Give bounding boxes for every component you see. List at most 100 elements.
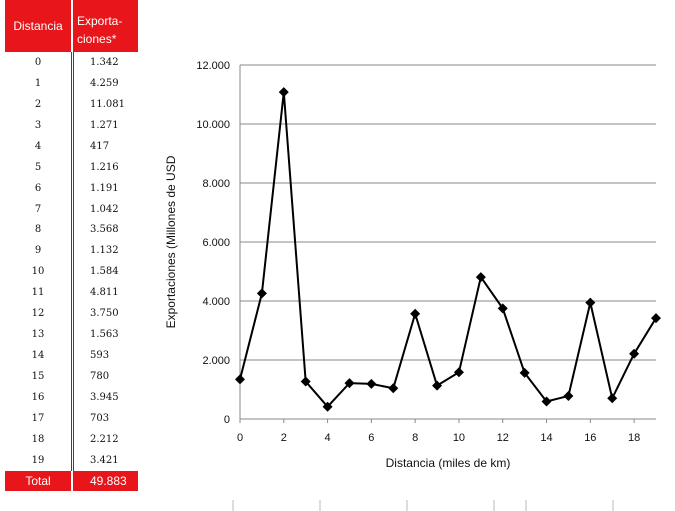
y-tick-label: 2.000 <box>202 355 230 367</box>
data-point <box>278 87 289 98</box>
data-point <box>497 303 508 314</box>
distance-cell: 5 <box>34 161 42 173</box>
series-markers <box>235 87 661 412</box>
exports-cell: 1.584 <box>90 266 119 278</box>
header-exportaciones: Exporta- ciones* <box>71 0 138 52</box>
table-row: 15 780 <box>5 366 138 387</box>
distance-cell: 14 <box>31 350 45 362</box>
grid-lines <box>240 64 656 361</box>
data-point <box>344 378 355 389</box>
x-tick-label: 10 <box>453 432 465 444</box>
y-tick-label: 4.000 <box>202 296 230 308</box>
table-row: 19 3.421 <box>5 450 138 471</box>
exports-cell: 4.811 <box>90 287 119 299</box>
exports-cell: 3.568 <box>90 224 119 236</box>
exports-cell: 3.945 <box>90 391 119 403</box>
data-point <box>651 313 661 324</box>
data-point <box>541 396 552 407</box>
distance-cell: 19 <box>31 454 45 466</box>
table-header: Distancia Exporta- ciones* <box>5 0 138 52</box>
distance-cell: 3 <box>34 119 42 131</box>
table-row: 9 1.132 <box>5 240 138 261</box>
x-tick-label: 2 <box>281 432 287 444</box>
exports-cell: 2.212 <box>90 433 119 445</box>
header-distancia: Distancia <box>5 0 71 52</box>
table-row: 13 1.563 <box>5 324 138 345</box>
distance-cell: 11 <box>31 287 45 299</box>
exports-cell: 11.081 <box>90 98 125 110</box>
table-row: 17 703 <box>5 408 138 429</box>
table-row: 5 1.216 <box>5 157 138 178</box>
exports-cell: 1.132 <box>90 245 119 257</box>
axes <box>239 65 656 423</box>
exports-cell: 1.342 <box>90 56 119 68</box>
distance-cell: 10 <box>31 266 45 278</box>
x-tick-label: 6 <box>368 432 374 444</box>
distance-cell: 2 <box>34 98 42 110</box>
data-point <box>300 376 311 387</box>
data-point <box>519 367 530 378</box>
distance-cell: 13 <box>31 329 45 341</box>
y-tick-label: 0 <box>224 414 230 426</box>
table-row: 16 3.945 <box>5 387 138 408</box>
table-row: 6 1.191 <box>5 178 138 199</box>
exports-table: Distancia Exporta- ciones* 0 1.342 1 4.259 2… <box>5 0 138 491</box>
x-tick-label: 18 <box>628 432 640 444</box>
data-point <box>453 367 464 378</box>
total-value: 49.883 <box>71 470 138 491</box>
exports-cell: 417 <box>90 140 110 152</box>
exports-cell: 1.563 <box>90 329 119 341</box>
exports-cell: 1.216 <box>90 161 119 173</box>
distance-cell: 15 <box>31 371 45 383</box>
data-point <box>629 348 640 359</box>
distance-cell: 0 <box>34 56 42 68</box>
distance-cell: 7 <box>34 203 42 215</box>
distance-cell: 17 <box>31 412 45 424</box>
data-point <box>563 390 574 401</box>
exports-cell: 1.042 <box>90 203 119 215</box>
table-row: 0 1.342 <box>5 52 138 73</box>
series-line <box>239 92 657 409</box>
footer-tick-marks <box>232 500 614 511</box>
table-row: 8 3.568 <box>5 220 138 241</box>
exports-cell: 3.750 <box>90 308 119 320</box>
table-row: 11 4.811 <box>5 282 138 303</box>
x-tick-label: 14 <box>540 432 552 444</box>
table-row: 2 11.081 <box>5 94 138 115</box>
table-total-row: Total 49.883 <box>5 470 138 491</box>
x-tick-label: 8 <box>412 432 418 444</box>
data-point <box>322 401 333 412</box>
distance-cell: 16 <box>31 391 45 403</box>
table-row: 4 417 <box>5 136 138 157</box>
table-body: 0 1.342 1 4.259 2 11.081 3 1.271 4 417 5 1.216 6 1.19… <box>5 52 138 471</box>
data-point <box>410 308 421 319</box>
table-row: 18 2.212 <box>5 429 138 450</box>
table-row: 12 3.750 <box>5 303 138 324</box>
table-row: 14 593 <box>5 345 138 366</box>
y-tick-labels: 0 2.000 4.000 6.000 8.000 10.000 12.000 <box>196 60 230 426</box>
table-row: 3 1.271 <box>5 115 138 136</box>
exports-cell: 1.191 <box>90 182 119 194</box>
data-point <box>388 383 399 394</box>
data-point <box>475 272 486 283</box>
column-divider <box>71 52 74 471</box>
data-point <box>585 297 596 308</box>
y-tick-label: 6.000 <box>202 237 230 249</box>
header-exportaciones-line1: Exporta- <box>77 14 123 28</box>
data-point <box>432 380 443 391</box>
exports-cell: 593 <box>90 350 110 362</box>
exports-cell: 4.259 <box>90 77 119 89</box>
x-tick-label: 12 <box>497 432 509 444</box>
data-point <box>256 288 267 299</box>
y-tick-label: 8.000 <box>202 178 230 190</box>
header-exportaciones-line2: ciones* <box>77 32 117 46</box>
distance-cell: 8 <box>34 224 42 236</box>
data-point <box>366 378 377 389</box>
y-axis-label: Exportaciones (Millones de USD <box>164 155 178 328</box>
distance-cell: 18 <box>31 433 45 445</box>
distance-cell: 9 <box>34 245 42 257</box>
x-axis-label: Distancia (miles de km) <box>386 456 511 470</box>
table-row: 7 1.042 <box>5 199 138 220</box>
data-point <box>607 393 618 404</box>
